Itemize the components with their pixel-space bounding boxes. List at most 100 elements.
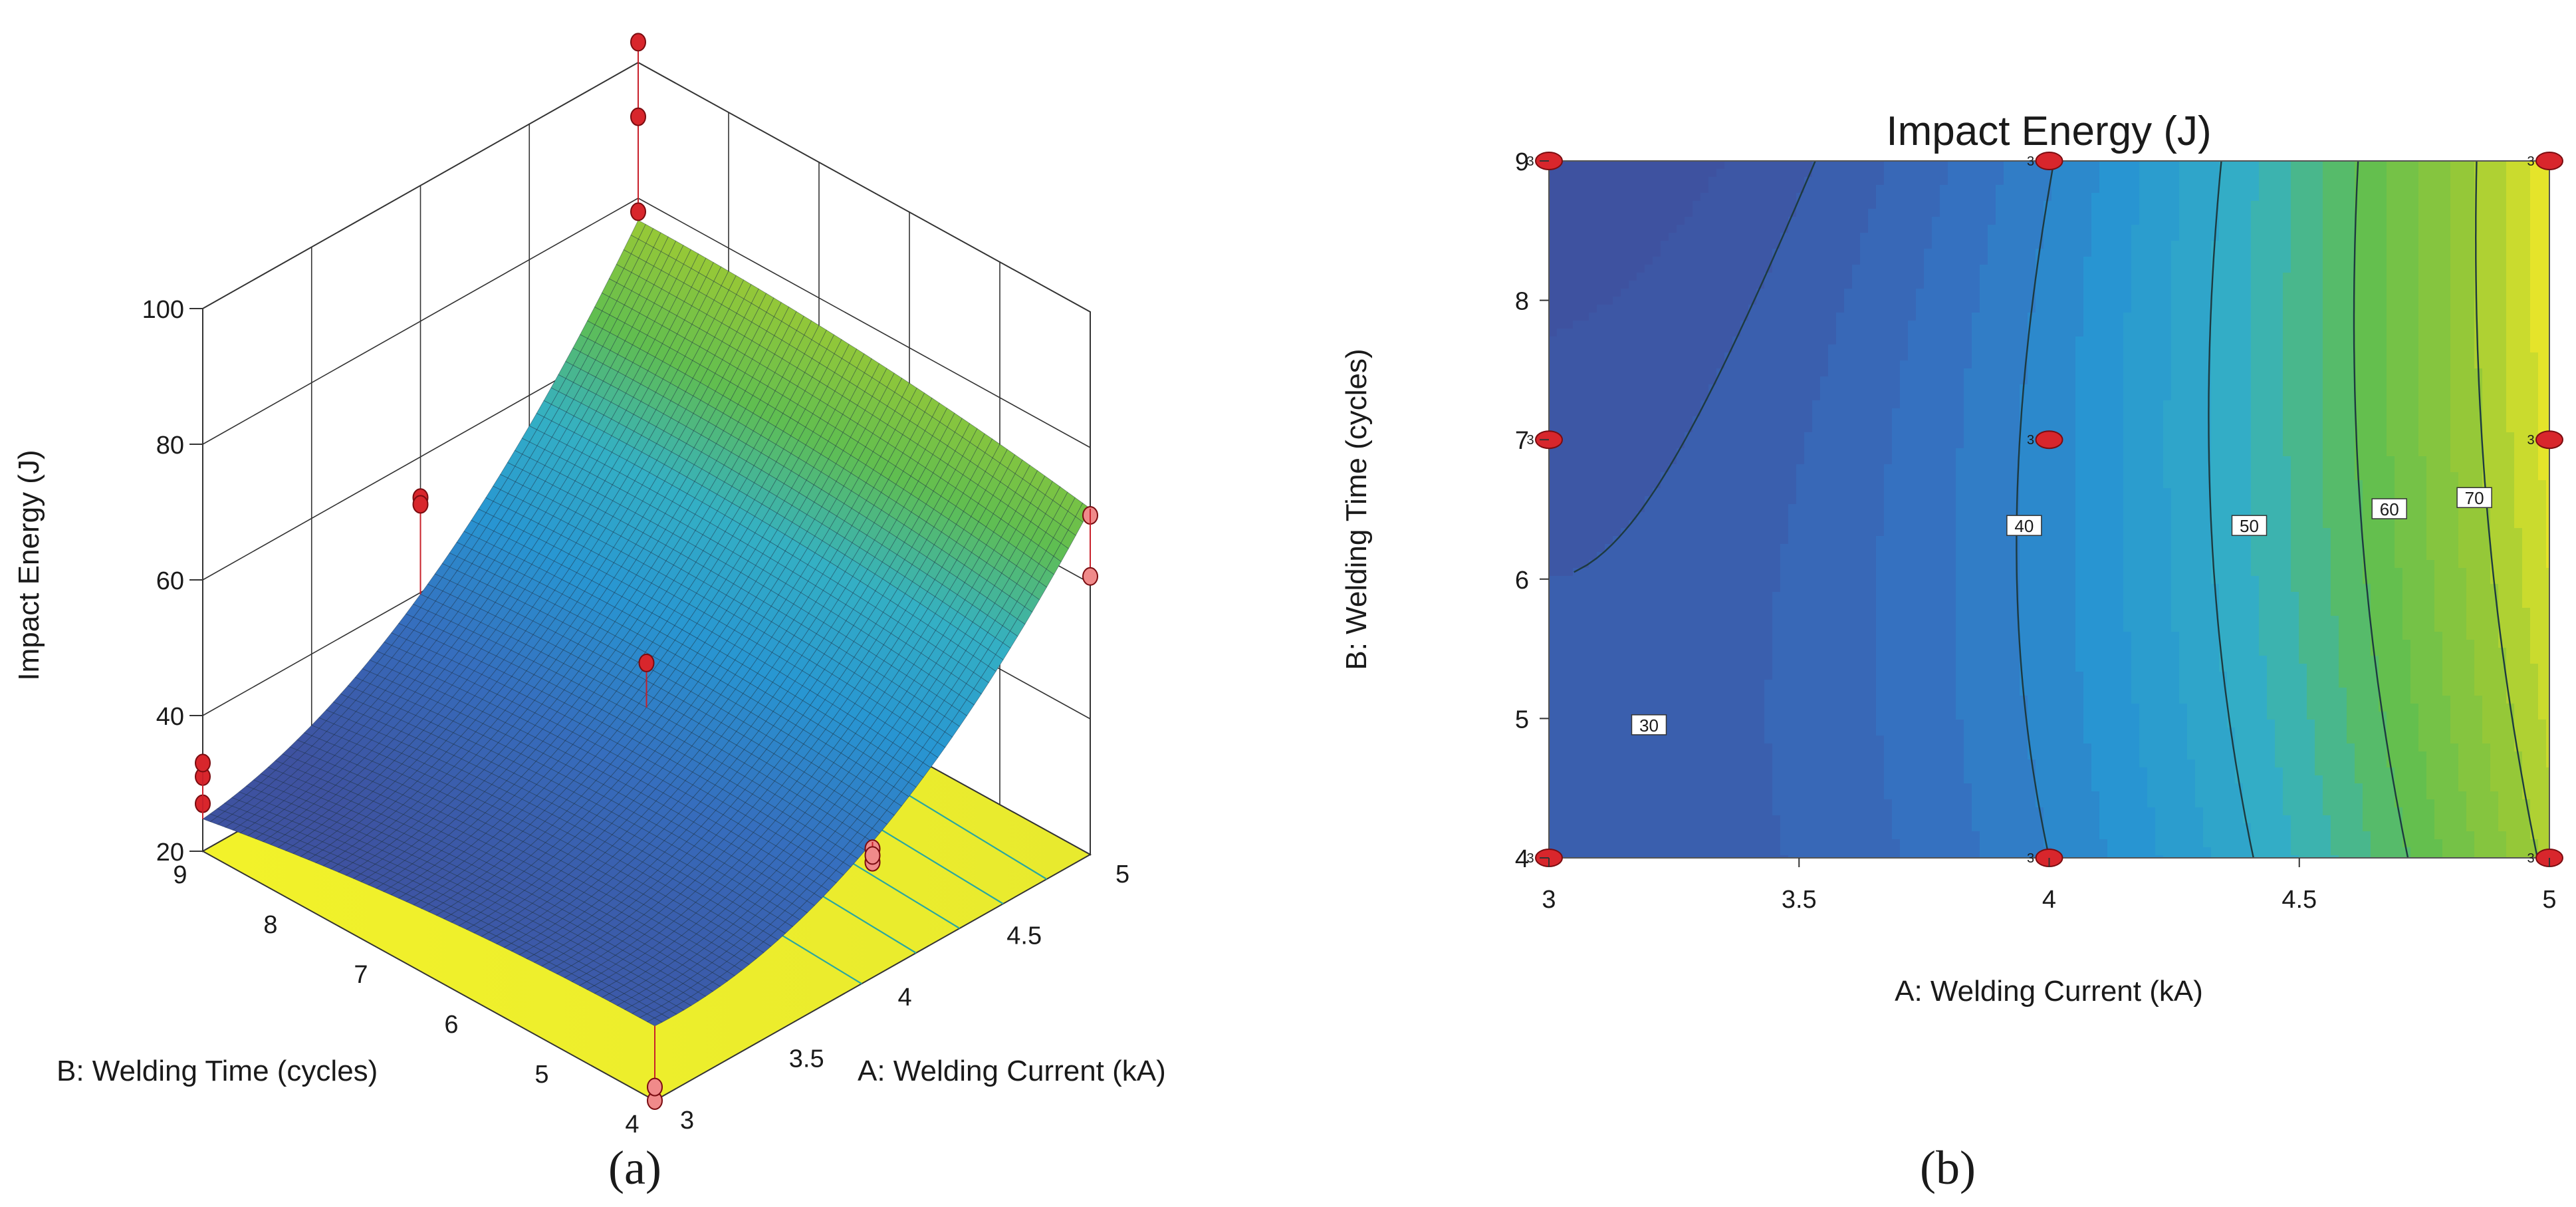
contour-cell xyxy=(1573,775,1581,784)
contour-cell xyxy=(1661,624,1669,632)
contour-cell xyxy=(1637,384,1645,393)
contour-cell xyxy=(1645,815,1653,824)
contour-cell xyxy=(1597,257,1605,265)
contour-cell xyxy=(1589,584,1597,593)
contour-cell xyxy=(1645,209,1653,217)
contour-cell xyxy=(1557,273,1566,281)
contour-cell xyxy=(1645,656,1653,664)
contour-cell xyxy=(1605,336,1613,345)
contour-cell xyxy=(1589,704,1597,712)
contour-cell xyxy=(1661,767,1669,776)
contour-cell xyxy=(1669,305,1677,313)
contour-cell xyxy=(1653,608,1661,616)
contour-cell xyxy=(1613,225,1621,233)
contour-cell xyxy=(1549,839,1558,848)
contour-cell xyxy=(1557,217,1566,225)
contour-cell xyxy=(1565,656,1574,664)
contour-cell xyxy=(1581,640,1589,648)
contour-cell xyxy=(1653,640,1661,648)
contour-cell xyxy=(1565,376,1574,385)
contour-cell xyxy=(1573,225,1581,233)
contour-cell xyxy=(1589,432,1597,441)
contour-cell xyxy=(1589,536,1597,545)
contour-cell xyxy=(1573,193,1581,201)
contour-cell xyxy=(1613,329,1621,337)
contour-cell xyxy=(1565,336,1574,345)
contour-cell xyxy=(1605,688,1613,696)
contour-cell xyxy=(1581,289,1589,297)
contour-cell xyxy=(1645,480,1653,489)
contour-cell xyxy=(1557,193,1566,201)
contour-cell xyxy=(1573,504,1581,513)
contour-cell xyxy=(1613,839,1621,848)
contour-cell xyxy=(1613,360,1621,369)
contour-cell xyxy=(1581,217,1589,225)
contour-cell xyxy=(1589,201,1597,209)
contour-cell xyxy=(1645,464,1653,473)
contour-cell xyxy=(1613,584,1621,593)
contour-cell xyxy=(1613,177,1621,186)
contour-cell xyxy=(1637,257,1645,265)
contour-cell xyxy=(1645,281,1653,289)
contour-cell xyxy=(1589,568,1597,577)
contour-cell xyxy=(1637,464,1645,473)
contour-cell xyxy=(1549,504,1558,513)
contour-cell xyxy=(1645,536,1653,545)
contour-cell xyxy=(1597,648,1605,656)
contour-cell xyxy=(1605,201,1613,209)
contour-cell xyxy=(1597,720,1605,728)
contour-cell xyxy=(1637,169,1645,178)
contour-cell xyxy=(1629,209,1637,217)
contour-cell xyxy=(1629,360,1637,369)
contour-cell xyxy=(1613,249,1621,257)
contour-cell xyxy=(1645,392,1653,401)
contour-cell xyxy=(1653,344,1661,353)
design-point xyxy=(630,107,646,126)
contour-cell xyxy=(1549,480,1558,489)
contour-cell xyxy=(1637,336,1645,345)
contour-cell xyxy=(1645,233,1653,241)
contour-cell xyxy=(1581,536,1589,545)
contour-cell xyxy=(1557,392,1566,401)
y-tick-label: 6 xyxy=(444,1011,458,1039)
contour-cell xyxy=(1645,448,1653,457)
contour-cell xyxy=(1597,783,1605,792)
contour-cell xyxy=(1645,584,1653,593)
contour-cell xyxy=(1621,528,1629,537)
contour-cell xyxy=(1597,193,1605,201)
contour-cell xyxy=(1549,249,1558,257)
contour-cell xyxy=(1629,392,1637,401)
contour-cell xyxy=(1557,376,1566,385)
contour-cell xyxy=(1661,616,1669,624)
contour-cell xyxy=(1557,512,1566,521)
contour-cell xyxy=(1621,767,1629,776)
surface-cell xyxy=(624,290,640,310)
contour-cell xyxy=(1613,831,1621,840)
contour-cell xyxy=(1653,177,1661,186)
contour-cell xyxy=(1573,664,1581,672)
contour-cell xyxy=(1637,432,1645,441)
contour-cell xyxy=(1549,807,1558,816)
contour-cell xyxy=(1605,680,1613,688)
contour-cell xyxy=(1645,241,1653,249)
contour-cell xyxy=(1621,305,1629,313)
contour-cell xyxy=(1573,209,1581,217)
contour-cell xyxy=(1589,767,1597,776)
contour-cell xyxy=(1629,536,1637,545)
contour-cell xyxy=(1557,480,1566,489)
contour-cell xyxy=(1645,839,1653,848)
contour-cell xyxy=(1557,185,1566,194)
contour-cell xyxy=(1621,273,1629,281)
contour-cell xyxy=(1621,775,1629,784)
contour-cell xyxy=(1637,201,1645,209)
contour-cell xyxy=(1557,416,1566,425)
contour-cell xyxy=(1597,273,1605,281)
contour-cell xyxy=(1565,799,1574,808)
contour-cell xyxy=(1557,233,1566,241)
contour-cell xyxy=(1661,512,1669,521)
contour-cell xyxy=(1565,169,1574,178)
contour-cell xyxy=(1645,424,1653,433)
contour-cell xyxy=(1589,305,1597,313)
contour-cell xyxy=(1565,217,1574,225)
contour-cell xyxy=(1557,400,1566,409)
